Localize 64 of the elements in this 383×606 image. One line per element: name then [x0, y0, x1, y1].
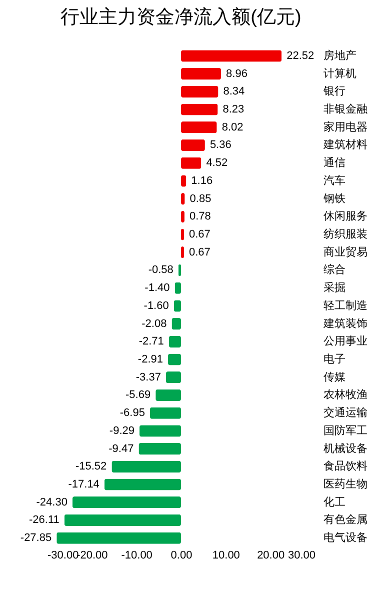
y-tick-label: 建筑装饰 [322, 316, 368, 330]
data-label: 8.23 [222, 104, 244, 116]
data-label: 8.02 [222, 121, 244, 134]
y-tick-label: 休闲服务 [324, 210, 368, 223]
data-label: -2.08 [142, 318, 167, 330]
y-tick-label: 纺织服装 [324, 228, 368, 240]
data-label: -9.47 [108, 442, 134, 455]
data-label: -1.60 [144, 300, 169, 312]
y-tick-label: 非银金融 [324, 102, 368, 116]
y-tick-label: 化工 [324, 496, 346, 508]
data-label: -6.95 [120, 407, 145, 420]
y-tick-label: 传媒 [324, 371, 346, 384]
y-tick-label: 综合 [324, 263, 346, 276]
chart-title: 行业主力资金净流入额(亿元) [60, 6, 302, 28]
y-tick-label: 交通运输 [324, 406, 368, 420]
y-tick-label: 采掘 [324, 281, 346, 294]
y-tick-label: 家用电器 [324, 120, 368, 134]
y-tick-label: 公用事业 [324, 334, 368, 348]
data-label: 0.78 [189, 210, 211, 223]
data-label: -5.69 [126, 389, 151, 402]
data-label: 5.36 [210, 139, 232, 152]
y-tick-label: 国防军工 [324, 424, 368, 437]
y-tick-label: 食品饮料 [324, 460, 368, 473]
data-label: -27.85 [20, 532, 52, 544]
x-tick-label: 0.00 [170, 550, 192, 562]
data-label: -9.29 [109, 424, 135, 437]
y-tick-label: 银行 [322, 86, 346, 98]
y-tick-label: 医药生物 [324, 478, 368, 490]
data-label: -15.52 [75, 460, 107, 473]
data-label: -24.30 [36, 496, 68, 508]
y-tick-label: 电气设备 [324, 531, 368, 544]
data-label: 0.67 [188, 228, 210, 240]
y-tick-label: 建筑材料 [322, 138, 368, 152]
y-tick-label: 房地产 [324, 48, 356, 62]
x-tick-label: 10.00 [212, 550, 240, 562]
y-tick-label: 电子 [324, 352, 346, 366]
data-label: -17.14 [68, 478, 100, 490]
data-label: -3.37 [136, 371, 161, 384]
data-label: -0.58 [148, 264, 174, 276]
data-label: -2.91 [138, 354, 163, 366]
data-label: 22.52 [286, 50, 314, 62]
data-label: 1.16 [191, 174, 213, 187]
y-tick-label: 有色金属 [324, 514, 368, 526]
data-label: 4.52 [206, 157, 228, 170]
data-label: 8.96 [226, 68, 248, 80]
x-tick-label: 30.00 [288, 550, 316, 562]
y-tick-label: 轻工制造 [324, 298, 368, 312]
data-label: 8.34 [223, 86, 245, 98]
y-tick-label: 钢铁 [322, 192, 346, 205]
x-tick-label: -30.00 [48, 550, 79, 562]
x-tick-label: 20.00 [257, 550, 285, 562]
y-tick-label: 农林牧渔 [324, 388, 368, 402]
data-label: -1.40 [144, 282, 170, 294]
y-tick-label: 汽车 [324, 174, 346, 187]
x-tick-label: -20.00 [76, 550, 108, 562]
data-label: 0.85 [190, 192, 212, 205]
y-tick-label: 通信 [324, 156, 346, 170]
y-tick-label: 机械设备 [324, 442, 368, 455]
y-tick-label: 商业贸易 [324, 245, 368, 258]
x-tick-label: -10.00 [121, 550, 152, 562]
data-label: -26.11 [29, 514, 60, 526]
y-tick-label: 计算机 [324, 66, 356, 80]
data-label: 0.67 [188, 246, 210, 258]
data-label: -2.71 [138, 336, 164, 348]
